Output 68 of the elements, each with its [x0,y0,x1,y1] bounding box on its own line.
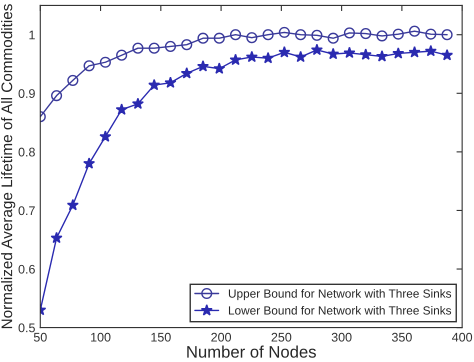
point [230,29,242,40]
point [230,54,242,66]
point [262,52,274,64]
point [425,28,436,40]
point [278,26,290,38]
point [408,46,421,58]
y-tick-label: 0.8 [18,148,35,157]
point [376,30,388,42]
x-tick-label: 400 [452,332,472,342]
point [295,29,306,40]
point [392,47,404,59]
y-axis-title: Normalized Average Lifetime of All Commodities [1,4,16,328]
point [132,98,144,110]
point [99,130,112,142]
y-tick-label: 1 [29,30,35,40]
x-tick-label: 300 [332,332,352,342]
point [67,74,78,86]
point [424,44,437,56]
point [343,46,356,58]
x-tick-label: 250 [272,332,292,342]
x-tick-label: 150 [151,332,171,342]
point [181,39,192,50]
point [66,198,79,210]
point [278,46,290,58]
point [392,28,404,40]
point [148,42,160,54]
point [132,42,144,54]
point [442,29,453,40]
point [360,48,372,60]
point [164,76,176,88]
point [83,157,96,169]
point [116,103,128,115]
point [84,60,95,72]
x-axis-title: Number of Nodes [187,346,316,358]
legend-label: Lower Bound for Network with Three Sinks [228,306,452,315]
point [327,48,340,60]
y-tick-label: 0.5 [18,323,35,332]
point [148,78,160,90]
point [294,50,307,62]
point [441,48,454,60]
legend-label: Upper Bound for Network with Three Sinks [228,289,452,300]
point [197,60,209,72]
point [116,50,128,61]
point [51,90,62,102]
x-tick-label: 350 [392,332,412,342]
y-tick-label: 0.9 [18,89,35,98]
point [213,62,226,74]
point [50,232,63,244]
point [408,26,420,37]
x-tick-label: 200 [211,332,232,342]
x-tick-label: 50 [34,332,47,342]
point [100,56,111,68]
point [376,50,388,62]
point [360,28,372,40]
y-tick-label: 0.6 [18,264,35,274]
point [214,32,225,44]
point [344,27,356,39]
point [246,32,258,44]
point [246,50,258,62]
point [328,32,339,44]
point [164,40,176,52]
point [180,67,193,79]
point [262,29,274,40]
point [310,44,323,56]
point [197,32,209,44]
x-tick-label: 100 [91,332,110,342]
point [311,30,322,41]
y-tick-label: 0.7 [18,206,35,216]
